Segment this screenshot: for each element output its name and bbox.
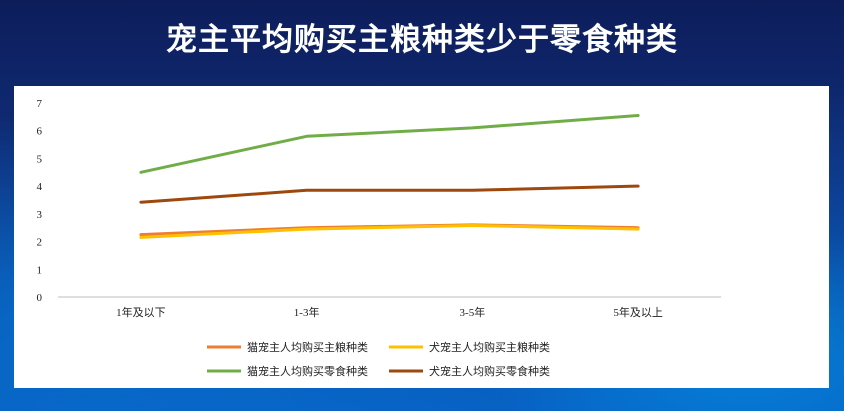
x-tick-label: 3-5年 <box>460 305 486 319</box>
y-tick-label: 1 <box>37 264 43 276</box>
x-tick-label: 1年及以下 <box>116 305 166 319</box>
y-tick-label: 0 <box>37 292 43 304</box>
y-tick-label: 5 <box>37 153 43 165</box>
y-tick-label: 3 <box>37 209 43 221</box>
legend-label: 猫宠主人均购买主粮种类 <box>247 340 368 354</box>
legend-item: 猫宠主人均购买零食种类 <box>207 364 368 378</box>
legend-label: 犬宠主人均购买主粮种类 <box>429 340 550 354</box>
y-tick-label: 4 <box>37 181 43 193</box>
series-line-2 <box>139 224 640 239</box>
series-line-3 <box>139 114 640 174</box>
x-tick-label: 5年及以上 <box>613 305 663 319</box>
legend-label: 犬宠主人均购买零食种类 <box>429 364 550 378</box>
line-chart: 01234567 1年及以下 1-3年 3-5年 5年及以上 猫宠主人均购买主粮种类犬… <box>37 98 721 378</box>
series-line-4 <box>139 184 640 204</box>
legend-label: 猫宠主人均购买零食种类 <box>247 364 368 378</box>
x-tick-label: 1-3年 <box>294 305 320 319</box>
x-axis-ticks: 1年及以下 1-3年 3-5年 5年及以上 <box>116 305 663 319</box>
y-axis-ticks: 0 1 2 3 4 5 6 7 <box>37 98 43 304</box>
y-tick-label: 7 <box>37 98 43 110</box>
y-tick-label: 2 <box>37 237 43 249</box>
legend-item: 犬宠主人均购买零食种类 <box>389 364 550 378</box>
series-lines <box>139 114 640 239</box>
legend-item: 猫宠主人均购买主粮种类 <box>207 340 368 354</box>
slide-title: 宠主平均购买主粮种类少于零食种类 <box>166 22 678 58</box>
legend-item: 犬宠主人均购买主粮种类 <box>389 340 550 354</box>
y-tick-label: 6 <box>37 126 43 138</box>
